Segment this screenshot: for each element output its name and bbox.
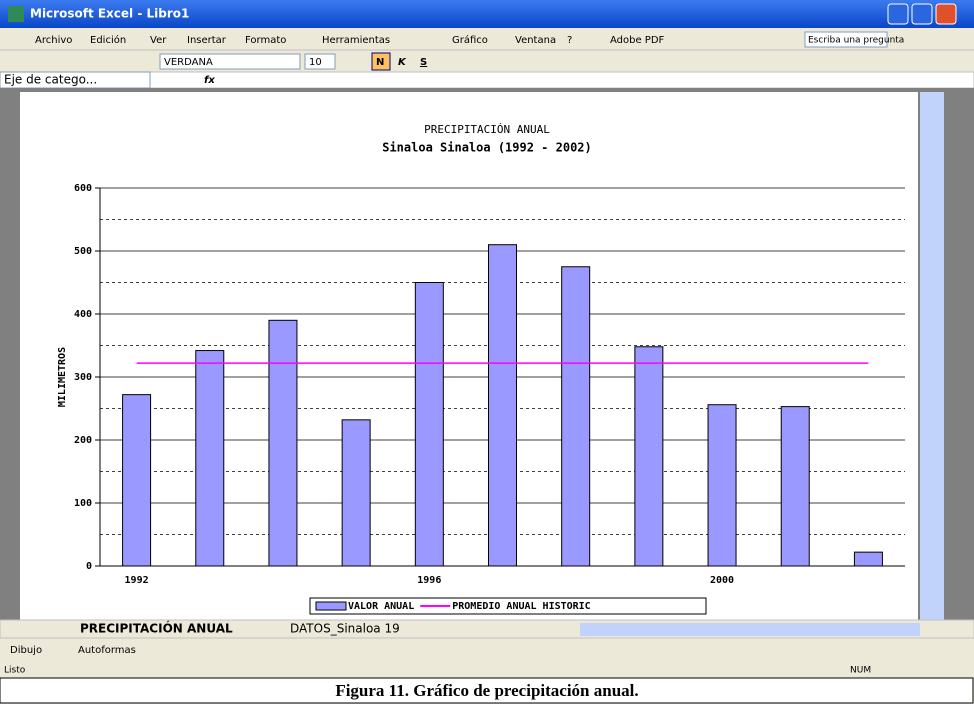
y-axis-label: MILIMETROS [57,347,68,407]
bar [853,551,883,567]
bar [195,350,225,567]
menu-item[interactable]: Insertar [187,35,227,46]
legend-label: VALOR ANUAL [348,601,414,612]
draw-menu[interactable]: Dibujo [10,645,42,656]
caption-box [0,677,974,704]
bar [122,394,152,567]
menu-bar: Archivo Edición Ver Insertar Formato Herramie… [35,34,665,46]
bar [634,346,664,567]
menu-item[interactable]: Gráfico [452,34,488,46]
x-tick-label: 1992 [125,575,149,586]
x-tick-label: 1996 [417,575,441,586]
close[interactable] [935,3,957,25]
bar [707,404,737,567]
window-title: Microsoft Excel - Libro1 [30,7,189,21]
chart-sheet [20,92,918,620]
menu-item[interactable]: Herramientas [322,35,390,46]
maximize[interactable] [911,3,933,25]
name-box-text: Eje de catego... [4,73,97,87]
underline-label[interactable]: S [420,57,427,68]
y-tick-label: 100 [74,498,92,509]
v-scrollbar[interactable] [920,92,944,620]
minimize[interactable] [887,3,909,25]
menu-item[interactable]: Ventana [515,35,556,46]
h-scrollbar[interactable] [580,623,920,636]
menu-item[interactable]: Adobe PDF [610,35,665,46]
legend [309,597,707,615]
legend-swatch [315,601,347,611]
excel-icon [8,6,24,22]
bar [268,319,298,567]
y-tick-label: 200 [74,435,92,446]
bold-label: N [376,57,384,68]
x-tick-label: 2000 [710,575,734,586]
bold-button[interactable] [371,52,391,71]
y-tick-label: 0 [86,561,92,572]
fx: fx [204,75,215,86]
bar [488,244,517,567]
legend-label: PROMEDIO ANUAL HISTORIC [452,601,590,612]
font-box[interactable] [159,53,301,70]
help-box[interactable] [804,31,888,48]
chart-subtitle: Sinaloa Sinaloa (1992 - 2002) [382,141,592,155]
sheet-tab[interactable]: PRECIPITACIÓN ANUAL [80,621,233,636]
bar [561,266,591,567]
y-tick-label: 500 [74,246,92,257]
y-tick-label: 600 [74,183,92,194]
caption: Figura 11. Gráfico de precipitación anua… [335,681,638,700]
y-tick-label: 300 [74,372,92,383]
status-right: NUM [850,666,871,676]
y-tick-label: 400 [74,309,92,320]
menu-item[interactable]: ? [567,35,572,46]
help-text: Escriba una pregunta [808,36,904,46]
bar [341,419,371,567]
menu-item[interactable]: Archivo [35,35,72,46]
bar [414,282,444,567]
size-box[interactable] [304,53,336,70]
autoshapes-menu[interactable]: Autoformas [78,645,136,656]
font-name: VERDANA [164,57,213,68]
menu-item[interactable]: Edición [90,34,126,46]
chart-title: PRECIPITACIÓN ANUAL [424,123,550,136]
italic-label[interactable]: K [398,57,407,68]
tabs: PRECIPITACIÓN ANUAL DATOS_Sinaloa 19 [80,621,400,636]
menu-item[interactable]: Formato [245,35,286,46]
sheet-tab[interactable]: DATOS_Sinaloa 19 [290,622,400,636]
menu-item[interactable]: Ver [150,35,167,46]
bar [780,406,810,567]
font-size: 10 [309,57,322,68]
status-left: Listo [4,666,26,676]
title-bar [0,0,974,28]
